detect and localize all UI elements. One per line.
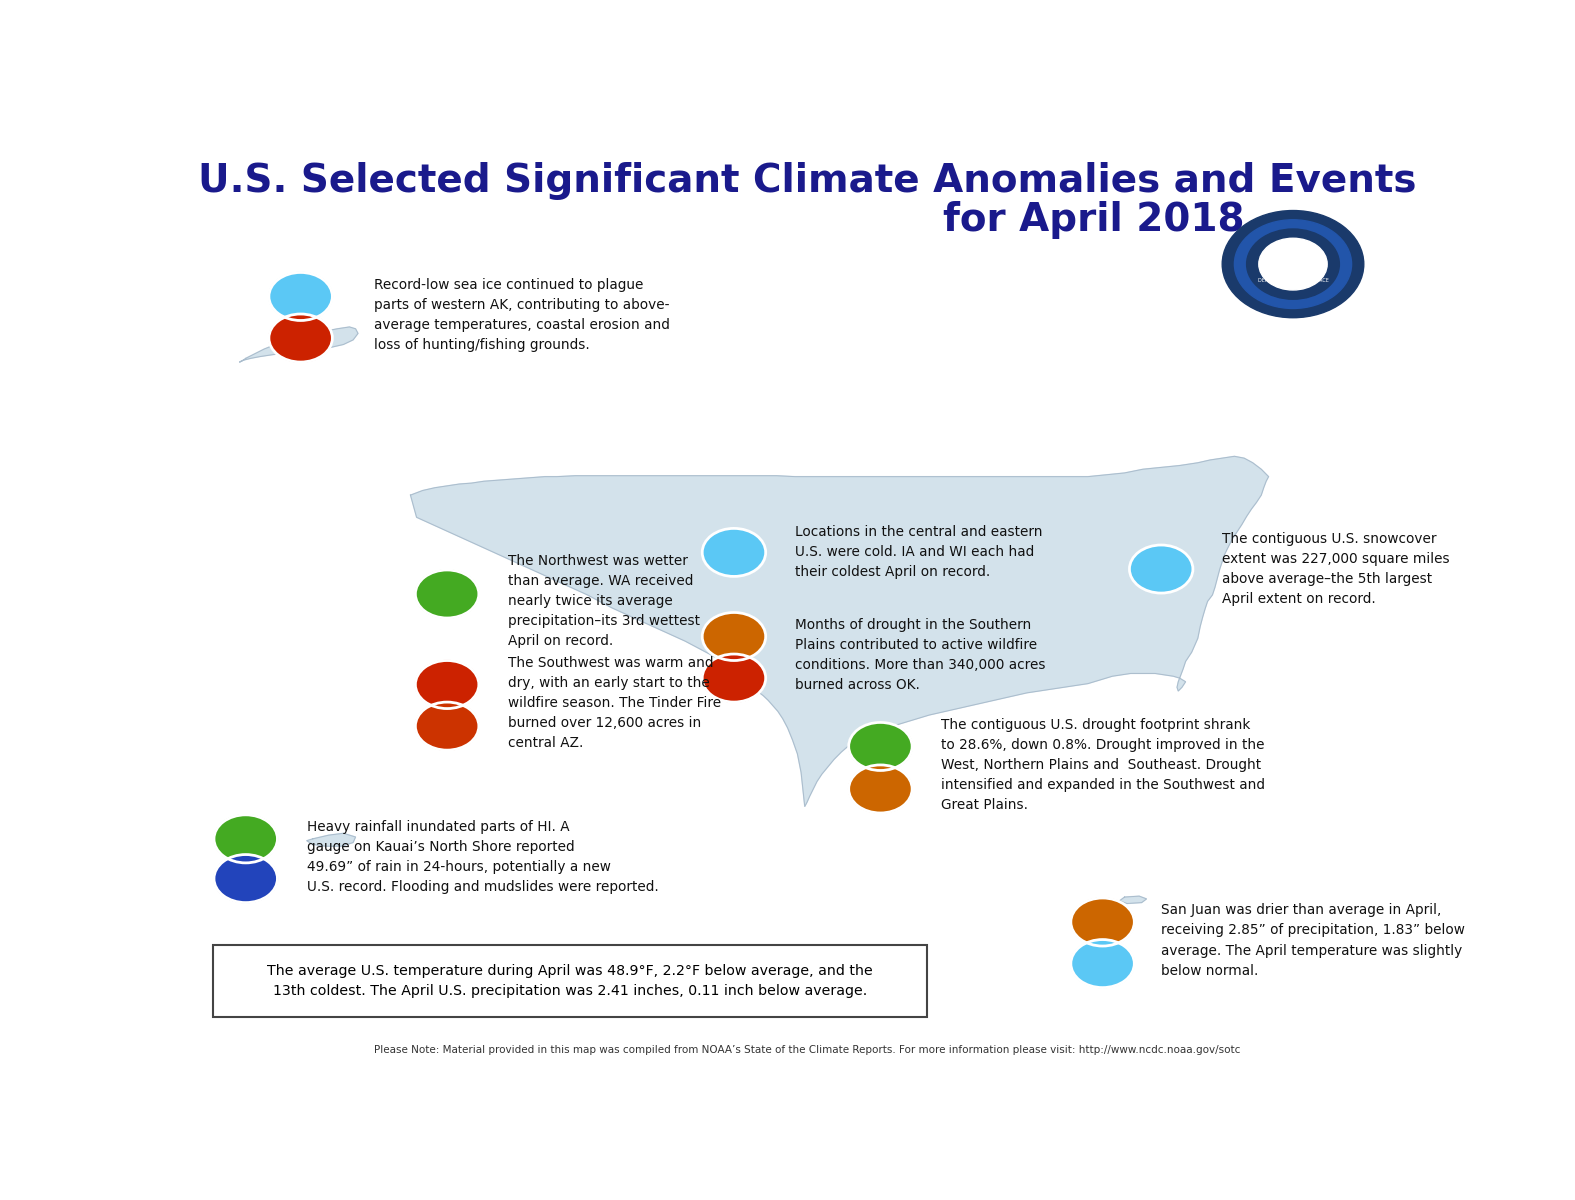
Circle shape: [416, 570, 479, 618]
Polygon shape: [1120, 896, 1147, 904]
Text: DEPARTMENT OF COMMERCE: DEPARTMENT OF COMMERCE: [1257, 278, 1328, 283]
Text: The contiguous U.S. drought footprint shrank
to 28.6%, down 0.8%. Drought improv: The contiguous U.S. drought footprint sh…: [942, 718, 1265, 812]
Circle shape: [1247, 229, 1339, 299]
Circle shape: [1235, 220, 1351, 308]
Text: Months of drought in the Southern
Plains contributed to active wildfire
conditio: Months of drought in the Southern Plains…: [795, 618, 1046, 692]
Circle shape: [1222, 210, 1364, 318]
Text: for April 2018: for April 2018: [943, 200, 1244, 239]
Text: Record-low sea ice continued to plague
parts of western AK, contributing to abov: Record-low sea ice continued to plague p…: [373, 278, 669, 352]
Circle shape: [269, 272, 332, 320]
Circle shape: [702, 528, 765, 576]
Text: Locations in the central and eastern
U.S. were cold. IA and WI each had
their co: Locations in the central and eastern U.S…: [795, 526, 1043, 580]
Circle shape: [1258, 239, 1328, 290]
Text: The contiguous U.S. snowcover
extent was 227,000 square miles
above average–the : The contiguous U.S. snowcover extent was…: [1222, 532, 1451, 606]
Polygon shape: [307, 833, 356, 846]
Circle shape: [849, 722, 912, 770]
FancyBboxPatch shape: [213, 946, 926, 1018]
Text: NOAA: NOAA: [1273, 254, 1314, 266]
Circle shape: [1129, 545, 1192, 593]
Polygon shape: [239, 326, 358, 362]
Circle shape: [1071, 940, 1134, 988]
Text: The Northwest was wetter
than average. WA received
nearly twice its average
prec: The Northwest was wetter than average. W…: [509, 554, 701, 648]
Circle shape: [702, 612, 765, 660]
Text: The Southwest was warm and
dry, with an early start to the
wildfire season. The : The Southwest was warm and dry, with an …: [509, 656, 721, 750]
Circle shape: [849, 764, 912, 812]
Text: Heavy rainfall inundated parts of HI. A
gauge on Kauai’s North Shore reported
49: Heavy rainfall inundated parts of HI. A …: [307, 821, 658, 894]
Circle shape: [214, 854, 277, 902]
Text: The average U.S. temperature during April was 48.9°F, 2.2°F below average, and t: The average U.S. temperature during Apri…: [266, 964, 873, 998]
Circle shape: [416, 660, 479, 708]
Circle shape: [416, 702, 479, 750]
Circle shape: [269, 314, 332, 362]
Polygon shape: [411, 456, 1268, 806]
Circle shape: [214, 815, 277, 863]
Circle shape: [702, 654, 765, 702]
Text: U.S. Selected Significant Climate Anomalies and Events: U.S. Selected Significant Climate Anomal…: [198, 162, 1416, 200]
Circle shape: [1071, 898, 1134, 946]
Text: San Juan was drier than average in April,
receiving 2.85” of precipitation, 1.83: San Juan was drier than average in April…: [1161, 904, 1465, 978]
Text: Please Note: Material provided in this map was compiled from NOAA’s State of the: Please Note: Material provided in this m…: [373, 1044, 1241, 1055]
